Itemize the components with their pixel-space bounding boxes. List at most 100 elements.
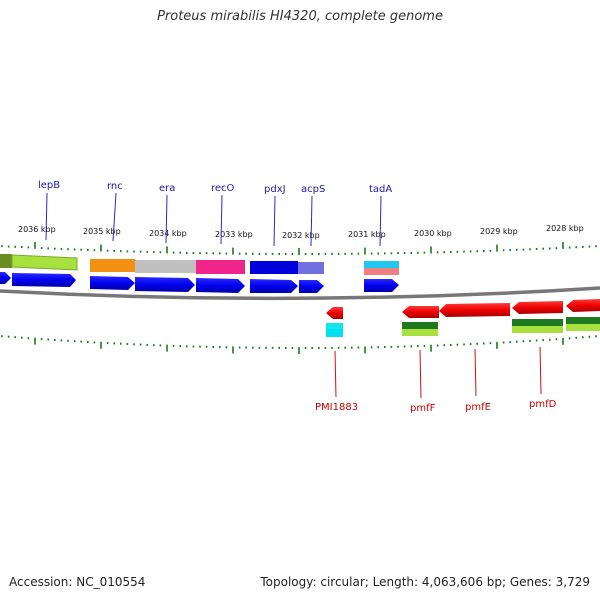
scale-minor-tick: [126, 343, 129, 345]
scale-minor-tick: [417, 251, 419, 254]
scale-minor-tick: [186, 251, 188, 254]
cog-bar: [364, 261, 399, 268]
scale-minor-tick: [60, 247, 63, 250]
scale-minor-tick: [192, 345, 195, 348]
scale-label-2028: 2028 kbp: [546, 224, 584, 233]
scale-label-2029: 2029 kbp: [480, 227, 518, 236]
cog-bar: [402, 322, 438, 329]
upper-scale-ticks: [1, 241, 597, 255]
scale-minor-tick: [21, 246, 23, 249]
scale-minor-tick: [450, 251, 452, 253]
scale-minor-tick: [87, 249, 89, 251]
scale-minor-tick: [285, 253, 287, 255]
scale-minor-tick: [271, 252, 274, 255]
scale-minor-tick: [483, 342, 485, 345]
scale-minor-tick: [265, 252, 267, 255]
scale-minor-tick: [60, 339, 63, 342]
scale-minor-tick: [410, 345, 412, 348]
scale-minor-tick: [73, 340, 76, 343]
scale-minor-tick: [219, 252, 221, 255]
scale-minor-tick: [535, 339, 538, 342]
scale-minor-tick: [344, 252, 346, 255]
scale-minor-tick: [542, 339, 544, 342]
gene-leader-line: [220, 194, 223, 245]
scale-minor-tick: [212, 346, 214, 348]
scale-minor-tick: [113, 249, 115, 252]
bottom-gene-labels: PMI1883 pmfF pmfE pmfD: [315, 346, 557, 414]
scale-minor-tick: [489, 342, 492, 345]
scale-minor-tick: [139, 343, 142, 346]
scale-label-2036: 2036 kbp: [18, 225, 56, 234]
reverse-cog-bars: [326, 317, 600, 337]
scale-minor-tick: [331, 346, 333, 349]
scale-minor-tick: [575, 336, 577, 339]
gene-arrow-forward: [250, 279, 298, 293]
scale-minor-tick: [159, 251, 162, 254]
gene-arrow-forward: [12, 273, 76, 287]
cog-bar: [326, 329, 343, 337]
scale-minor-tick: [337, 346, 340, 349]
scale-minor-tick: [139, 250, 142, 253]
gene-leader-line: [273, 195, 276, 247]
scale-minor-tick: [93, 249, 96, 252]
gene-label-recO: recO: [211, 183, 235, 194]
scale-minor-tick: [192, 252, 195, 254]
scale-major-tick: [562, 241, 564, 249]
scale-minor-tick: [225, 346, 228, 349]
scale-labels: 2036 kbp 2035 kbp 2034 kbp 2033 kbp 2032…: [18, 224, 584, 240]
scale-minor-tick: [463, 343, 465, 346]
scale-minor-tick: [443, 251, 445, 254]
scale-minor-tick: [331, 252, 333, 255]
cog-bar: [90, 259, 135, 272]
scale-minor-tick: [80, 340, 82, 343]
scale-minor-tick: [73, 248, 76, 251]
cog-bar: [11, 254, 78, 271]
scale-minor-tick: [370, 346, 373, 349]
scale-minor-tick: [516, 248, 518, 251]
scale-minor-tick: [582, 245, 584, 248]
scale-minor-tick: [205, 252, 208, 255]
gene-arrow-reverse: [566, 299, 600, 312]
gene-label-rnc: rnc: [107, 181, 123, 192]
gene-leader-line: [474, 348, 477, 397]
scale-minor-tick: [27, 337, 30, 340]
scale-minor-tick: [351, 346, 353, 349]
scale-minor-tick: [67, 248, 69, 251]
scale-minor-tick: [456, 343, 459, 346]
scale-minor-tick: [271, 346, 274, 349]
scale-minor-tick: [535, 248, 538, 250]
cog-bar: [512, 326, 563, 333]
scale-minor-tick: [311, 347, 313, 349]
scale-minor-tick: [337, 252, 340, 255]
scale-major-tick: [166, 246, 168, 254]
scale-minor-tick: [219, 346, 221, 349]
scale-minor-tick: [357, 252, 360, 255]
scale-minor-tick: [67, 339, 69, 342]
scale-minor-tick: [14, 245, 16, 248]
scale-minor-tick: [153, 251, 155, 254]
scale-minor-tick: [113, 342, 115, 345]
scale-major-tick: [232, 346, 234, 354]
scale-major-tick: [430, 344, 432, 352]
scale-minor-tick: [199, 345, 201, 348]
scale-minor-tick: [549, 247, 551, 250]
scale-minor-tick: [225, 252, 228, 255]
cog-bar: [566, 324, 600, 331]
scale-minor-tick: [179, 251, 181, 254]
scale-minor-tick: [291, 347, 294, 349]
scale-minor-tick: [1, 335, 3, 338]
scale-minor-tick: [27, 246, 30, 249]
scale-minor-tick: [456, 250, 459, 253]
scale-major-tick: [166, 344, 168, 352]
scale-minor-tick: [238, 252, 241, 255]
scale-label-2032: 2032 kbp: [282, 231, 320, 240]
scale-minor-tick: [54, 339, 56, 341]
scale-minor-tick: [186, 345, 188, 348]
scale-minor-tick: [390, 345, 393, 348]
scale-minor-tick: [588, 245, 591, 248]
gene-label-PMI1883: PMI1883: [315, 402, 358, 413]
cog-bar: [298, 262, 324, 274]
scale-minor-tick: [582, 336, 584, 339]
scale-minor-tick: [542, 247, 544, 250]
